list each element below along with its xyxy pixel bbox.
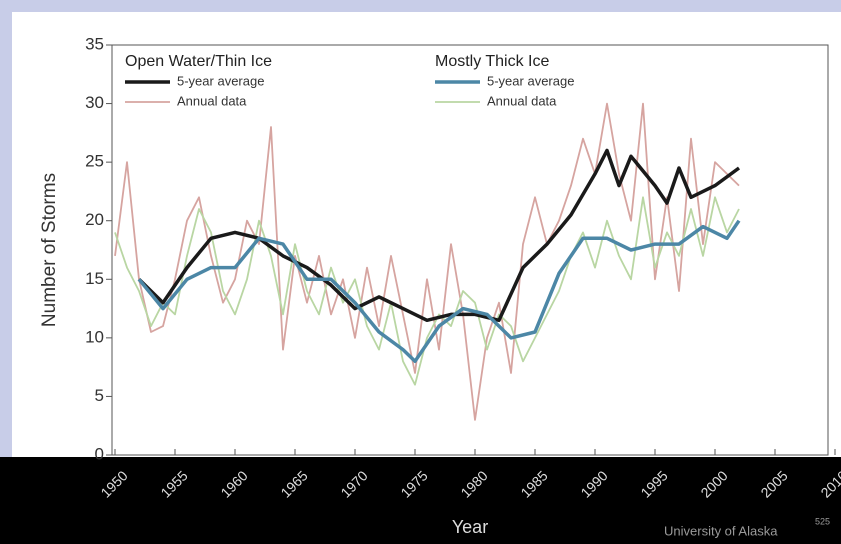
plot-frame — [111, 44, 829, 456]
y-tick-label: 10 — [85, 327, 104, 346]
legend-label: 5-year average — [487, 73, 574, 88]
legend-group-title: Mostly Thick Ice — [435, 53, 550, 70]
legend-label: 5-year average — [177, 73, 264, 88]
series-line — [114, 102, 740, 421]
y-tick-label: 5 — [95, 386, 104, 405]
series-line — [114, 196, 740, 386]
y-tick-label: 0 — [95, 444, 104, 463]
y-tick-label: 35 — [85, 34, 104, 53]
y-tick-label: 25 — [85, 152, 104, 171]
y-tick-label: 15 — [85, 269, 104, 288]
series-line — [137, 219, 741, 364]
legend-label: Annual data — [487, 93, 557, 108]
legend-group-title: Open Water/Thin Ice — [125, 53, 272, 70]
y-tick-label: 20 — [85, 210, 104, 229]
plot-panel — [12, 12, 841, 457]
x-axis-label: Year — [452, 517, 488, 537]
footer-text: University of Alaska — [664, 523, 778, 538]
series-line — [137, 148, 741, 323]
bottom-band — [0, 457, 841, 544]
legend-label: Annual data — [177, 93, 247, 108]
page-number: 525 — [815, 516, 830, 526]
y-tick-label: 30 — [85, 93, 104, 112]
y-axis-label: Number of Storms — [39, 173, 60, 327]
